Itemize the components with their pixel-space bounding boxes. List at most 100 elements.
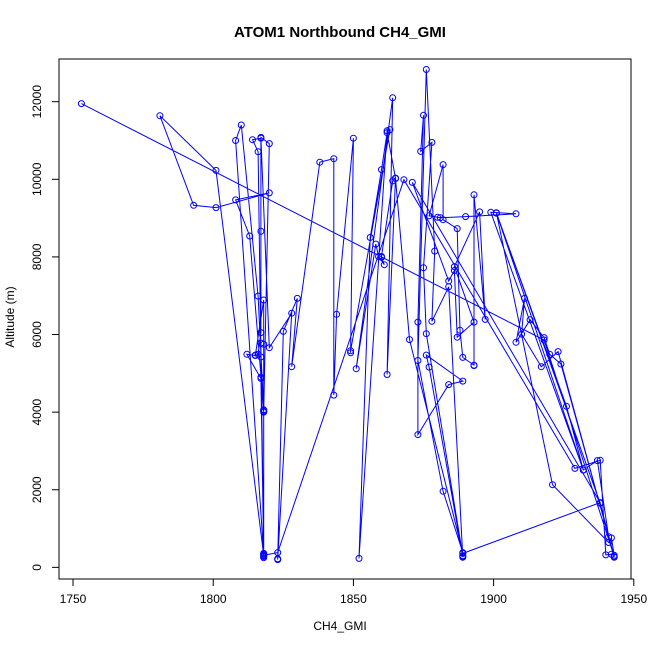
y-axis-label: Altitude (m) [3,286,17,347]
data-point [249,136,256,144]
data-point [232,137,240,144]
x-tick-label: 1950 [620,592,647,606]
data-point [439,487,447,495]
data-point [456,326,464,334]
plot-frame [58,58,632,580]
data-point [251,351,259,359]
data-point [470,191,478,199]
data-point [459,549,467,557]
data-point [257,373,265,381]
data-point [540,334,548,342]
data-point [453,333,461,341]
chart-title: ATOM1 Northbound CH4_GMI [234,24,446,41]
data-point [316,158,324,166]
data-point [279,327,287,335]
data-point [512,210,520,218]
y-tick-label: 8000 [30,243,44,270]
data-point [293,294,301,302]
data-point [425,212,433,220]
x-tick-label: 1750 [60,592,87,606]
data-point [571,464,579,472]
data-point [372,240,380,248]
data-point [246,232,254,240]
data-point [428,138,436,146]
y-tick-label: 6000 [30,321,44,348]
data-point [333,310,341,318]
data-point [254,350,262,358]
data-point [257,339,265,347]
data-point [546,350,554,358]
data-point [540,336,548,344]
data-point [459,353,467,361]
data-point [378,253,385,260]
data-point [417,147,425,155]
data-point [425,363,433,371]
data-point [254,292,262,300]
data-point [260,406,268,414]
data-point [389,94,397,102]
data-point [439,216,447,224]
data-point [610,553,618,561]
data-point [257,329,265,337]
data-point [450,263,458,271]
data-point [408,178,416,186]
data-point [383,371,391,378]
data-point [274,549,282,557]
data-point [386,126,394,134]
y-tick-label: 4000 [30,398,44,425]
data-point [420,264,427,272]
data-point [400,176,408,184]
data-point [232,196,240,204]
data-point [260,296,268,304]
data-point [445,283,453,291]
data-point [462,213,470,221]
data-point [366,234,374,241]
data-point [554,348,562,356]
data-point [563,402,570,410]
data-point [260,551,268,559]
data-point [537,363,545,371]
data-point [414,357,422,364]
data-point [579,466,587,474]
series-layer [77,66,618,564]
data-point [212,204,220,212]
data-point [257,134,265,142]
x-tick-label: 1900 [480,592,507,606]
data-point [526,316,534,324]
data-point [420,111,427,119]
data-point [470,318,478,326]
data-point [453,225,461,233]
data-point [434,213,441,221]
data-point [265,344,273,352]
data-point [265,189,273,197]
data-point [596,499,604,507]
data-point [355,554,363,562]
data-point [406,336,413,344]
data-point [212,166,220,174]
data-point [347,347,355,355]
y-tick-label: 10000 [30,162,44,196]
y-tick-label: 12000 [30,85,44,119]
data-point [549,481,556,489]
data-point [288,309,296,317]
data-point [481,315,489,323]
data-point [470,362,478,370]
data-point [414,318,422,326]
data-point [476,208,484,216]
x-axis-label: CH4_GMI [313,619,366,633]
data-point [450,267,458,274]
data-point [492,209,500,217]
data-point [77,100,85,108]
series-line [81,69,615,560]
data-point [392,174,399,182]
data-point [352,365,360,373]
data-point [378,166,385,174]
data-point [610,551,618,559]
data-point [596,456,604,464]
data-point [330,155,338,163]
data-point [521,294,528,302]
data-point [257,227,265,235]
data-point [288,363,296,371]
y-tick-label: 2000 [30,476,44,503]
